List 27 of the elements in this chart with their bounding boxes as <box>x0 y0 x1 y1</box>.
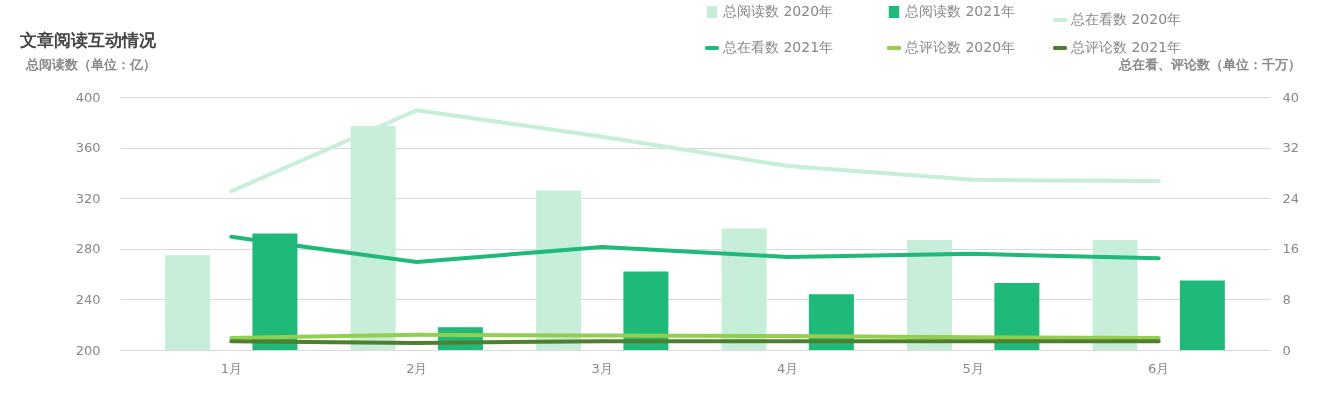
x-tick-label: 4月 <box>777 360 799 376</box>
y2-tick-label: 0 <box>1282 342 1291 358</box>
x-tick-label: 2月 <box>406 360 428 376</box>
legend-label: 总在看数 2020年 <box>1070 11 1182 27</box>
y2-tick-label: 32 <box>1282 140 1300 156</box>
y-tick-label: 200 <box>75 342 101 358</box>
legend-label: 总评论数 2020年 <box>904 39 1016 55</box>
x-tick-label: 6月 <box>1148 360 1170 376</box>
legend-label: 总阅读数 2020年 <box>722 3 834 19</box>
legend-label: 总在看数 2021年 <box>722 39 834 55</box>
x-tick-label: 1月 <box>220 360 242 376</box>
legend-label: 总阅读数 2021年 <box>904 3 1016 19</box>
y2-tick-label: 16 <box>1282 241 1300 257</box>
y2-tick-label: 8 <box>1282 291 1291 307</box>
y2-tick-label: 40 <box>1282 89 1300 105</box>
legend-label: 总评论数 2021年 <box>1070 39 1182 55</box>
y2-axis-title: 总在看、评论数（单位：千万） <box>1117 56 1301 72</box>
y2-tick-label: 24 <box>1282 190 1300 206</box>
x-tick-label: 5月 <box>962 360 984 376</box>
y-tick-label: 240 <box>75 291 101 307</box>
chart-title: 文章阅读互动情况 <box>19 30 157 50</box>
x-tick-label: 3月 <box>591 360 613 376</box>
y-tick-label: 320 <box>75 190 101 206</box>
y-tick-label: 280 <box>75 241 101 257</box>
y-axis-title: 总阅读数（单位：亿） <box>24 56 156 72</box>
y-tick-label: 400 <box>75 89 101 105</box>
y-tick-label: 360 <box>75 140 101 156</box>
